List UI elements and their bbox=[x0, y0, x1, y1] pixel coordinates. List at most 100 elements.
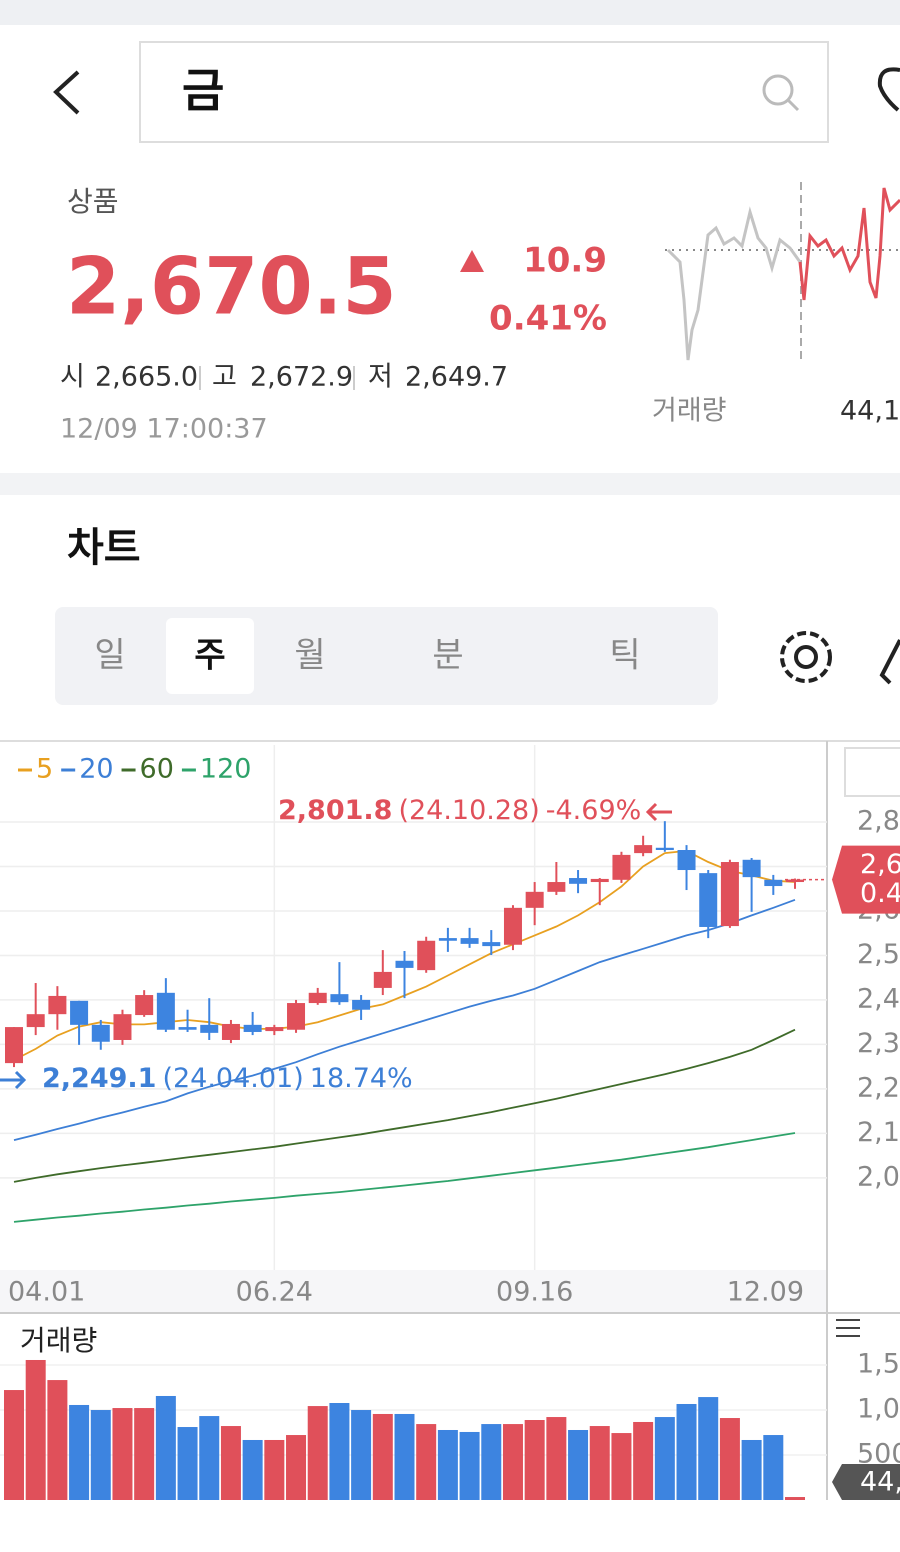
y-tick-label: 1,000 bbox=[857, 1394, 900, 1425]
volume-bar bbox=[568, 1429, 589, 1500]
x-tick-label: 06.24 bbox=[236, 1277, 313, 1308]
volume-bar bbox=[437, 1429, 458, 1500]
section-divider bbox=[0, 473, 900, 495]
favorite-icon[interactable] bbox=[877, 67, 900, 112]
price: 2,670.5 bbox=[66, 242, 397, 332]
candle-body bbox=[200, 1024, 219, 1033]
volume: 44,1 bbox=[840, 396, 900, 427]
candle-body bbox=[287, 1003, 306, 1030]
volume-bar bbox=[264, 1439, 285, 1500]
candle-body bbox=[438, 938, 457, 941]
volume-bar bbox=[220, 1426, 241, 1500]
price-tag-pct: 0.41% bbox=[860, 878, 900, 909]
candle-body bbox=[417, 940, 436, 971]
y-tick-label: 2,200 bbox=[857, 1072, 900, 1103]
volume-bar bbox=[763, 1435, 784, 1500]
candle-body bbox=[677, 850, 696, 871]
candle-body bbox=[48, 995, 67, 1015]
x-axis-band bbox=[0, 1270, 827, 1312]
volume-bar bbox=[546, 1417, 567, 1500]
candle-body bbox=[525, 891, 544, 908]
volume-label: 거래량 bbox=[652, 396, 727, 427]
volume-bar bbox=[286, 1435, 307, 1500]
candle-body bbox=[699, 873, 718, 927]
volume-bar bbox=[329, 1403, 350, 1500]
candle-body bbox=[634, 845, 653, 854]
candle-body bbox=[113, 1014, 132, 1040]
ma-line bbox=[13, 1132, 796, 1223]
search-box[interactable] bbox=[139, 41, 829, 143]
annotation-date: (24.04.01) bbox=[162, 1063, 303, 1094]
volume-bar bbox=[654, 1417, 675, 1500]
change-pct: 0.41% bbox=[489, 299, 607, 339]
candle-body bbox=[786, 879, 804, 883]
annotation-change: 18.74% bbox=[310, 1063, 413, 1094]
draw-icon[interactable] bbox=[879, 639, 900, 685]
volume-bar bbox=[242, 1439, 263, 1500]
tab[interactable]: 월 bbox=[294, 636, 325, 676]
volume-bar bbox=[481, 1424, 502, 1500]
volume-bar bbox=[719, 1418, 740, 1500]
volume-bar bbox=[90, 1410, 111, 1500]
annotation: 2,801.8 (24.10.28) -4.69% bbox=[278, 795, 641, 826]
annotation-date: (24.10.28) bbox=[398, 795, 539, 826]
y-tick-label: 2,800 bbox=[857, 805, 900, 836]
volume-bar bbox=[502, 1424, 523, 1500]
up-triangle bbox=[460, 250, 484, 272]
volume-bar bbox=[307, 1406, 328, 1500]
settings-icon[interactable] bbox=[780, 631, 832, 683]
open: 2,665.0 bbox=[95, 362, 198, 393]
candle-body bbox=[5, 1027, 23, 1064]
x-tick-label: 09.16 bbox=[496, 1277, 573, 1308]
candle-body bbox=[156, 992, 175, 1030]
volume-bar bbox=[351, 1410, 372, 1500]
volume-bar bbox=[155, 1395, 176, 1500]
search-icon[interactable] bbox=[762, 74, 800, 112]
tab[interactable]: 분 bbox=[432, 636, 463, 676]
candle-body bbox=[460, 938, 479, 944]
candle-body bbox=[91, 1024, 110, 1042]
candle-body bbox=[720, 862, 739, 927]
high: 2,672.9 bbox=[250, 362, 353, 393]
volume-bar bbox=[199, 1416, 220, 1500]
axis-box[interactable] bbox=[844, 747, 900, 797]
category: 상품 bbox=[67, 185, 119, 218]
volume-bar bbox=[134, 1408, 155, 1500]
volume-bar bbox=[524, 1420, 545, 1500]
menu-icon[interactable] bbox=[836, 1319, 860, 1337]
volume-bar bbox=[459, 1431, 480, 1500]
y-tick-label: 2,400 bbox=[857, 983, 900, 1014]
candle-body bbox=[395, 960, 414, 968]
volume-bar bbox=[611, 1433, 632, 1500]
y-tick-label: 2,100 bbox=[857, 1117, 900, 1148]
y-tick-label: 2,300 bbox=[857, 1028, 900, 1059]
legend-label: 20 bbox=[79, 754, 113, 785]
legend-label: 120 bbox=[200, 754, 252, 785]
y-tick-label: 1,500 bbox=[857, 1349, 900, 1380]
candle-body bbox=[265, 1027, 284, 1032]
volume-tag-text: 44,1 bbox=[860, 1467, 900, 1498]
annotation-change: -4.69% bbox=[546, 795, 642, 826]
x-tick-label: 04.01 bbox=[8, 1277, 85, 1308]
ma-line bbox=[13, 898, 796, 1141]
annotation-price: 2,249.1 bbox=[42, 1063, 156, 1094]
low-arrow bbox=[0, 1070, 27, 1090]
volume-bar bbox=[69, 1404, 90, 1500]
volume-bar bbox=[633, 1421, 654, 1500]
candle-body bbox=[135, 995, 154, 1016]
time: 12/09 17:00:37 bbox=[60, 414, 268, 445]
candle-body bbox=[330, 994, 349, 1003]
back-button[interactable] bbox=[53, 70, 80, 115]
candle-body bbox=[178, 1027, 197, 1030]
legend-label: 5 bbox=[36, 754, 53, 785]
tab[interactable]: 틱 bbox=[609, 636, 640, 676]
volume-bar bbox=[372, 1413, 393, 1500]
tab[interactable]: 주 bbox=[194, 636, 225, 676]
tab[interactable]: 일 bbox=[94, 636, 125, 676]
status-bar bbox=[0, 0, 900, 25]
volume-bar bbox=[4, 1390, 24, 1500]
volume-bar bbox=[25, 1359, 46, 1500]
ma-line bbox=[13, 1028, 796, 1183]
volume-bar bbox=[112, 1408, 133, 1500]
